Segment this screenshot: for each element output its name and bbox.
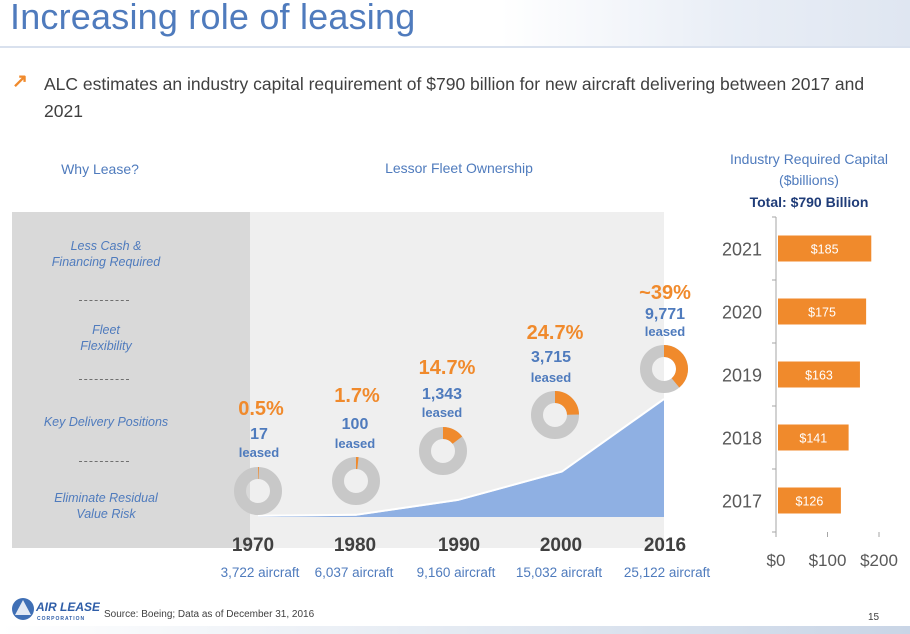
- leased-count-1980: 100: [341, 416, 369, 433]
- capital-bar-value-2021: $185: [811, 243, 839, 257]
- page-number: 15: [868, 612, 880, 623]
- logo-text-main: AIR LEASE: [35, 600, 100, 614]
- logo-plane-icon: [15, 600, 31, 615]
- capital-category-2018: 2018: [722, 429, 762, 449]
- capital-bar-chart: $0 $100 $200 $185 2021 $175 2020 $163 2019 $141 20…: [722, 216, 898, 570]
- why-item-value-risk: Value Risk: [76, 507, 136, 521]
- air-lease-logo: AIR LEASE CORPORATION: [12, 598, 100, 622]
- capital-x-tick-label: $0: [767, 551, 786, 570]
- why-divider: [79, 379, 129, 380]
- aircraft-total-1990: 9,160 aircraft: [416, 565, 496, 580]
- bullet-arrow-icon: ↗: [12, 71, 28, 92]
- leased-label-1980: leased: [334, 436, 376, 451]
- why-lease-header: Why Lease?: [61, 161, 139, 177]
- donut-slice-leased: [663, 345, 688, 388]
- leased-area-line: [257, 398, 665, 517]
- year-label-2016: 2016: [643, 535, 687, 556]
- source-note: Source: Boeing; Data as of December 31, …: [104, 609, 315, 620]
- capital-bar-2021: [778, 235, 872, 262]
- leased-area: [258, 400, 664, 517]
- title-divider: [0, 46, 910, 48]
- donut-slice-leased: [442, 427, 463, 445]
- year-label-1980: 1980: [333, 535, 377, 556]
- page-title: Increasing role of leasing: [10, 0, 416, 37]
- capital-category-2017: 2017: [722, 492, 762, 512]
- capital-bar-2020: [778, 298, 867, 325]
- why-item-flexibility: Flexibility: [80, 339, 132, 353]
- leased-count-2016: 9,771: [644, 306, 686, 323]
- why-divider: [79, 300, 129, 301]
- aircraft-total-2000: 15,032 aircraft: [515, 565, 603, 580]
- why-item-less-cash: Less Cash &: [70, 239, 142, 253]
- capital-bar-2018: [778, 424, 849, 451]
- donut-1970: [234, 467, 282, 515]
- capital-x-tick-label: $200: [860, 551, 898, 570]
- title-band: [0, 0, 910, 46]
- why-item-key-delivery: Key Delivery Positions: [43, 415, 169, 429]
- capital-category-2021: 2021: [722, 240, 762, 260]
- aircraft-total-1980: 6,037 aircraft: [314, 565, 394, 580]
- pct-leased-1990: 14.7%: [418, 357, 476, 379]
- leased-label-2000: leased: [530, 370, 572, 385]
- capital-bar-2017: [778, 487, 841, 514]
- why-divider: [79, 461, 129, 462]
- leased-count-1970: 17: [250, 426, 268, 443]
- capital-total: Total: $790 Billion: [749, 194, 869, 210]
- footer-band: [0, 626, 910, 634]
- donut-2000: [531, 391, 579, 439]
- capital-bar-value-2019: $163: [805, 369, 833, 383]
- leased-label-2016: leased: [644, 324, 686, 339]
- why-item-fleet: Fleet: [92, 323, 120, 337]
- donut-slice-leased: [554, 391, 579, 416]
- pct-leased-2016: ~39%: [639, 282, 691, 304]
- capital-bar-value-2020: $175: [808, 306, 836, 320]
- why-item-eliminate-residual: Eliminate Residual: [54, 491, 158, 505]
- capital-category-2020: 2020: [722, 303, 762, 323]
- year-label-1990: 1990: [437, 535, 481, 556]
- logo-text-sub: CORPORATION: [37, 616, 85, 622]
- pct-leased-2000: 24.7%: [526, 322, 584, 344]
- capital-header-line2: ($billions): [779, 172, 839, 188]
- donut-1990: [419, 427, 467, 475]
- leased-count-2000: 3,715: [530, 349, 572, 366]
- capital-header-line1: Industry Required Capital: [730, 151, 888, 167]
- leased-label-1970: leased: [238, 445, 280, 460]
- donut-2016: [640, 345, 688, 393]
- bullet-text: ALC estimates an industry capital requir…: [44, 74, 865, 121]
- why-lease-panel: [12, 212, 250, 548]
- donut-1980: [332, 457, 380, 505]
- aircraft-total-2016: 25,122 aircraft: [623, 565, 711, 580]
- leased-label-1990: leased: [421, 405, 463, 420]
- why-item-financing: Financing Required: [51, 255, 161, 269]
- capital-bar-value-2018: $141: [799, 432, 827, 446]
- capital-category-2019: 2019: [722, 366, 762, 386]
- capital-x-tick-label: $100: [809, 551, 847, 570]
- pct-leased-1970: 0.5%: [238, 398, 284, 420]
- year-label-2000: 2000: [539, 535, 583, 556]
- capital-bar-2019: [778, 361, 860, 388]
- fleet-ownership-header: Lessor Fleet Ownership: [385, 160, 533, 176]
- capital-bar-value-2017: $126: [796, 495, 824, 509]
- year-label-1970: 1970: [231, 535, 275, 556]
- pct-leased-1980: 1.7%: [334, 385, 380, 407]
- aircraft-total-1970: 3,722 aircraft: [220, 565, 300, 580]
- leased-count-1990: 1,343: [421, 386, 463, 403]
